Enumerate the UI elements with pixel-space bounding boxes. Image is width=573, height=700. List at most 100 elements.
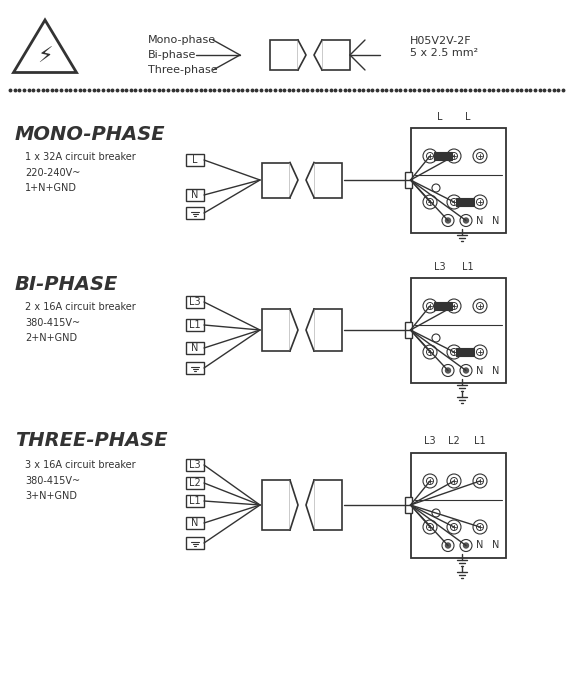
Circle shape — [460, 214, 472, 227]
Circle shape — [450, 524, 457, 531]
Circle shape — [442, 214, 454, 227]
Text: Three-phase: Three-phase — [148, 65, 218, 75]
Text: N: N — [492, 216, 500, 225]
Text: Bi-phase: Bi-phase — [148, 50, 197, 60]
Text: N: N — [191, 190, 199, 200]
Bar — [186, 362, 204, 374]
Bar — [456, 348, 474, 356]
Circle shape — [473, 520, 487, 534]
Circle shape — [445, 218, 450, 223]
Bar — [262, 162, 290, 197]
Text: MONO-PHASE: MONO-PHASE — [15, 125, 166, 144]
Bar — [186, 477, 204, 489]
Polygon shape — [290, 480, 298, 530]
Bar — [456, 198, 474, 206]
Text: 1 x 32A circuit breaker
220-240V~
1+N+GND: 1 x 32A circuit breaker 220-240V~ 1+N+GN… — [25, 152, 136, 193]
Circle shape — [447, 474, 461, 488]
Circle shape — [473, 299, 487, 313]
Bar — [322, 40, 350, 70]
Text: 2 x 16A circuit breaker
380-415V~
2+N+GND: 2 x 16A circuit breaker 380-415V~ 2+N+GN… — [25, 302, 136, 343]
Circle shape — [460, 540, 472, 552]
Bar — [410, 127, 505, 232]
Text: L3: L3 — [189, 297, 201, 307]
Text: L: L — [465, 111, 471, 122]
Circle shape — [442, 365, 454, 377]
Bar — [405, 322, 411, 338]
Circle shape — [450, 349, 457, 356]
Polygon shape — [314, 40, 322, 70]
Circle shape — [426, 349, 434, 356]
Circle shape — [473, 474, 487, 488]
Bar — [186, 459, 204, 471]
Bar — [434, 302, 452, 310]
Circle shape — [426, 302, 434, 309]
Text: N: N — [492, 540, 500, 550]
Text: L1: L1 — [474, 437, 486, 447]
Bar — [186, 154, 204, 166]
Circle shape — [473, 149, 487, 163]
Polygon shape — [306, 480, 314, 530]
Circle shape — [426, 524, 434, 531]
Circle shape — [477, 199, 484, 206]
Text: L3: L3 — [189, 460, 201, 470]
Circle shape — [426, 153, 434, 160]
Circle shape — [426, 477, 434, 484]
Text: H05V2V-2F
5 x 2.5 mm²: H05V2V-2F 5 x 2.5 mm² — [410, 36, 478, 58]
Circle shape — [477, 153, 484, 160]
Circle shape — [473, 345, 487, 359]
Polygon shape — [306, 162, 314, 197]
Circle shape — [473, 195, 487, 209]
Bar — [186, 537, 204, 549]
Circle shape — [477, 524, 484, 531]
Circle shape — [447, 299, 461, 313]
Bar — [186, 296, 204, 308]
Bar — [186, 342, 204, 354]
Text: L2: L2 — [189, 478, 201, 488]
Polygon shape — [290, 309, 298, 351]
Circle shape — [450, 153, 457, 160]
Text: L1: L1 — [462, 262, 474, 272]
Text: ⚡: ⚡ — [37, 47, 53, 67]
Text: N: N — [492, 365, 500, 375]
Circle shape — [445, 368, 450, 373]
Text: L: L — [193, 155, 198, 165]
Text: L3: L3 — [434, 262, 446, 272]
Bar — [186, 189, 204, 201]
Text: L1: L1 — [189, 496, 201, 506]
Text: 3 x 16A circuit breaker
380-415V~
3+N+GND: 3 x 16A circuit breaker 380-415V~ 3+N+GN… — [25, 460, 136, 501]
Circle shape — [426, 199, 434, 206]
Bar — [186, 517, 204, 529]
Circle shape — [464, 543, 469, 548]
Text: L: L — [437, 111, 443, 122]
Circle shape — [442, 540, 454, 552]
Circle shape — [477, 477, 484, 484]
Bar — [410, 452, 505, 557]
Circle shape — [423, 520, 437, 534]
Circle shape — [445, 543, 450, 548]
Circle shape — [432, 184, 440, 192]
Bar — [186, 495, 204, 507]
Circle shape — [450, 302, 457, 309]
Bar — [405, 172, 411, 188]
Circle shape — [464, 218, 469, 223]
Bar — [314, 162, 342, 197]
Circle shape — [423, 195, 437, 209]
Circle shape — [447, 195, 461, 209]
Circle shape — [432, 334, 440, 342]
Bar — [262, 309, 290, 351]
Text: L1: L1 — [189, 320, 201, 330]
Circle shape — [447, 345, 461, 359]
Circle shape — [447, 520, 461, 534]
Text: N: N — [191, 518, 199, 528]
Circle shape — [447, 149, 461, 163]
Bar — [270, 40, 298, 70]
Polygon shape — [290, 162, 298, 197]
Circle shape — [423, 474, 437, 488]
Bar — [434, 152, 452, 160]
Circle shape — [423, 345, 437, 359]
Bar — [405, 497, 411, 513]
Text: BI-PHASE: BI-PHASE — [15, 276, 119, 295]
Bar — [186, 207, 204, 219]
Text: N: N — [191, 343, 199, 353]
Text: N: N — [476, 540, 484, 550]
